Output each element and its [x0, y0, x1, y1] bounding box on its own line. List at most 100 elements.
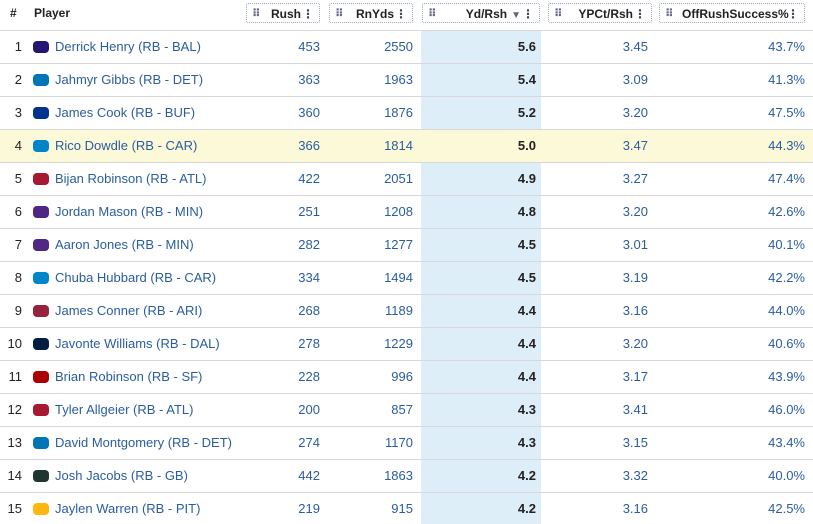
player-link[interactable]: David Montgomery (RB - DET) — [55, 435, 232, 450]
table-row[interactable]: 12 Tyler Allgeier (RB - ATL) 200 857 4.3 3.41… — [0, 393, 813, 426]
header-success[interactable]: ⠿ OffRushSuccess% ⋮ — [659, 3, 805, 23]
team-logo — [33, 503, 49, 515]
team-logo — [33, 107, 49, 119]
stat-cell: 3.27 — [622, 171, 648, 186]
rank-cell: 9 — [14, 303, 22, 318]
table-row[interactable]: 14 Josh Jacobs (RB - GB) 442 1863 4.2 3.32 40.… — [0, 459, 813, 492]
stat-cell: 442 — [298, 468, 320, 483]
stat-cell: 3.17 — [622, 369, 648, 384]
player-link[interactable]: Bijan Robinson (RB - ATL) — [55, 171, 207, 186]
header-text: Yd/Rsh — [465, 7, 508, 21]
stat-cell: 2051 — [384, 171, 413, 186]
stat-cell: 334 — [298, 270, 320, 285]
player-link[interactable]: Brian Robinson (RB - SF) — [55, 369, 203, 384]
header-rush[interactable]: ⠿ Rush ⋮ — [246, 3, 320, 23]
stat-cell: 274 — [298, 435, 320, 450]
stat-cell: 43.7% — [768, 39, 805, 54]
player-link[interactable]: Tyler Allgeier (RB - ATL) — [55, 402, 194, 417]
rank-cell: 11 — [8, 369, 23, 384]
table-row[interactable]: 6 Jordan Mason (RB - MIN) 251 1208 4.8 3.20 42… — [0, 195, 813, 228]
stat-cell: 3.20 — [622, 336, 648, 351]
stat-cell: 3.45 — [622, 39, 648, 54]
stat-cell: 5.4 — [517, 72, 536, 87]
stat-cell: 4.3 — [517, 435, 536, 450]
rank-cell: 10 — [7, 336, 22, 351]
rank-cell: 5 — [14, 171, 22, 186]
player-link[interactable]: Javonte Williams (RB - DAL) — [55, 336, 220, 351]
table-row[interactable]: 5 Bijan Robinson (RB - ATL) 422 2051 4.9 3.27… — [0, 162, 813, 195]
sorted-column-highlight — [421, 30, 541, 524]
stat-cell: 857 — [391, 402, 413, 417]
table-row[interactable]: 3 James Cook (RB - BUF) 360 1876 5.2 3.20 47.5… — [0, 96, 813, 129]
player-link[interactable]: James Cook (RB - BUF) — [55, 105, 196, 120]
stat-cell: 1863 — [384, 468, 413, 483]
header-text: YPCt/Rsh — [578, 7, 633, 21]
table-row[interactable]: 11 Brian Robinson (RB - SF) 228 996 4.4 3.17 4… — [0, 360, 813, 393]
table-row[interactable]: 13 David Montgomery (RB - DET) 274 1170 4.3 3… — [0, 426, 813, 459]
team-logo — [33, 41, 49, 53]
stat-cell: 366 — [298, 138, 320, 153]
stat-cell: 5.6 — [517, 39, 536, 54]
table-row[interactable]: 2 Jahmyr Gibbs (RB - DET) 363 1963 5.4 3.09 41… — [0, 63, 813, 96]
table-row[interactable]: 1 Derrick Henry (RB - BAL) 453 2550 5.6 3.45 4… — [0, 30, 813, 63]
team-logo — [33, 371, 49, 383]
rank-cell: 15 — [7, 501, 22, 516]
player-link[interactable]: Josh Jacobs (RB - GB) — [55, 468, 188, 483]
player-link[interactable]: Chuba Hubbard (RB - CAR) — [55, 270, 217, 285]
team-logo — [33, 239, 49, 251]
player-link[interactable]: Derrick Henry (RB - BAL) — [55, 39, 201, 54]
player-link[interactable]: Jahmyr Gibbs (RB - DET) — [55, 72, 204, 87]
rank-cell: 14 — [7, 468, 22, 483]
rank-cell: 1 — [14, 39, 22, 54]
stat-cell: 1494 — [384, 270, 413, 285]
stat-cell: 422 — [298, 171, 320, 186]
table-row[interactable]: 4 Rico Dowdle (RB - CAR) 366 1814 5.0 3.47 44.… — [0, 129, 813, 162]
stat-cell: 1229 — [384, 336, 413, 351]
table-row[interactable]: 9 James Conner (RB - ARI) 268 1189 4.4 3.16 44… — [0, 294, 813, 327]
stat-cell: 41.3% — [768, 72, 805, 87]
stat-cell: 3.20 — [622, 105, 648, 120]
table-header: # Player ⠿ Rush ⋮ ⠿ RnYds ⋮ ⠿ Yd/Rsh ▼ ⋮ ⠿ YPCt/… — [0, 0, 813, 30]
stat-cell: 3.47 — [622, 138, 648, 153]
stat-cell: 1963 — [384, 72, 413, 87]
table-row[interactable]: 10 Javonte Williams (RB - DAL) 278 1229 4.4 3… — [0, 327, 813, 360]
stat-cell: 278 — [298, 336, 320, 351]
player-link[interactable]: Rico Dowdle (RB - CAR) — [55, 138, 198, 153]
stat-cell: 44.0% — [768, 303, 805, 318]
header-rank: # — [10, 6, 17, 20]
player-link[interactable]: Aaron Jones (RB - MIN) — [55, 237, 194, 252]
stat-cell: 268 — [298, 303, 320, 318]
stat-cell: 1170 — [385, 435, 413, 450]
stat-cell: 43.9% — [768, 369, 805, 384]
table-row[interactable]: 8 Chuba Hubbard (RB - CAR) 334 1494 4.5 3.19 4… — [0, 261, 813, 294]
header-player[interactable]: Player — [34, 6, 71, 20]
team-logo — [33, 338, 49, 350]
player-link[interactable]: James Conner (RB - ARI) — [55, 303, 203, 318]
rank-cell: 13 — [7, 435, 22, 450]
stat-cell: 219 — [298, 501, 320, 516]
stat-cell: 915 — [391, 501, 413, 516]
team-logo — [33, 206, 49, 218]
table-row[interactable]: 15 Jaylen Warren (RB - PIT) 219 915 4.2 3.16 4… — [0, 492, 813, 524]
stat-cell: 363 — [298, 72, 320, 87]
stat-cell: 4.2 — [517, 468, 536, 483]
stat-cell: 1814 — [384, 138, 413, 153]
stat-cell: 4.4 — [517, 369, 536, 384]
rank-cell: 8 — [14, 270, 22, 285]
player-link[interactable]: Jaylen Warren (RB - PIT) — [55, 501, 201, 516]
player-link[interactable]: Jordan Mason (RB - MIN) — [55, 204, 204, 219]
header-ypct[interactable]: ⠿ YPCt/Rsh ⋮ — [548, 3, 652, 23]
stat-cell: 44.3% — [768, 138, 805, 153]
stat-cell: 1876 — [384, 105, 413, 120]
header-ydrsh[interactable]: ⠿ Yd/Rsh ▼ ⋮ — [422, 3, 540, 23]
stat-cell: 1208 — [384, 204, 413, 219]
table-row[interactable]: 7 Aaron Jones (RB - MIN) 282 1277 4.5 3.01 40.… — [0, 228, 813, 261]
header-text: RnYds — [355, 7, 394, 21]
stat-cell: 3.15 — [622, 435, 648, 450]
stat-cell: 1189 — [385, 303, 413, 318]
header-rnyds[interactable]: ⠿ RnYds ⋮ — [329, 3, 413, 23]
stat-cell: 5.2 — [517, 105, 536, 120]
stat-cell: 3.16 — [622, 303, 648, 318]
stat-cell: 47.5% — [768, 105, 805, 120]
